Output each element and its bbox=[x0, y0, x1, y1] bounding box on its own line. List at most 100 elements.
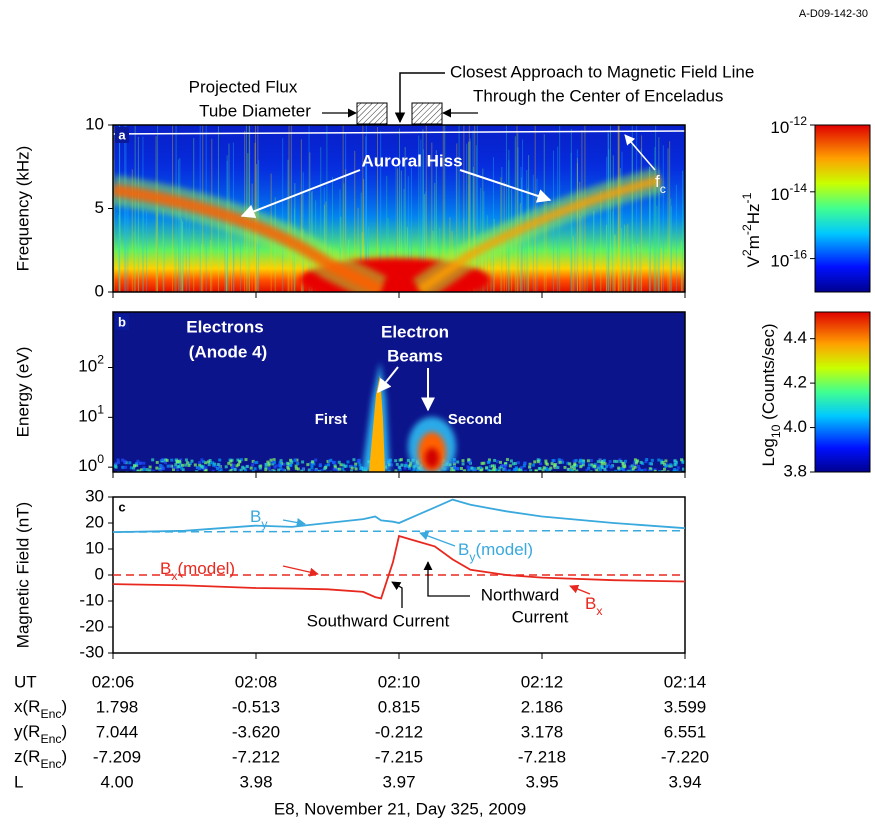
annotation: (Anode 4) bbox=[189, 342, 267, 361]
table-cell: 3.95 bbox=[525, 772, 558, 791]
panel-label-box bbox=[115, 127, 129, 143]
series-line bbox=[112, 530, 685, 533]
series-label: Bx bbox=[585, 594, 602, 618]
x-tick-label: 02:14 bbox=[664, 672, 707, 691]
table-cell: -7.218 bbox=[518, 747, 566, 766]
table-cell: -7.209 bbox=[93, 747, 141, 766]
panel-label: c bbox=[118, 499, 125, 514]
x-tick-label: 02:10 bbox=[378, 672, 421, 691]
table-cell: -7.220 bbox=[661, 747, 709, 766]
annotation-arrow bbox=[377, 366, 399, 394]
colorbar-tick-label: 4.2 bbox=[783, 373, 807, 392]
annotation: Closest Approach to Magnetic Field Line bbox=[450, 62, 754, 81]
colorbar-tick-label: 4.4 bbox=[783, 328, 807, 347]
panel-label: b bbox=[118, 314, 126, 329]
colorbar-tick-label: 10-12 bbox=[770, 114, 807, 137]
annotation: Second bbox=[448, 411, 502, 428]
series-label: By(model) bbox=[458, 540, 533, 564]
figure-id: A-D09-142-30 bbox=[799, 8, 868, 20]
annotation-arrow bbox=[282, 565, 319, 577]
annotation: First bbox=[315, 411, 348, 428]
row-label: x(REnc) bbox=[14, 697, 67, 721]
x-tick-label: 02:06 bbox=[92, 672, 135, 691]
annotation-arrow bbox=[423, 561, 470, 597]
colorbar-tick-label: 3.8 bbox=[783, 461, 807, 480]
colorbar bbox=[814, 124, 871, 293]
colorbar-tick-label: 10-16 bbox=[770, 248, 807, 271]
annotation: Electrons bbox=[186, 317, 263, 336]
annotation: Beams bbox=[387, 346, 443, 365]
annotation-arrow bbox=[240, 169, 361, 218]
y-tick-label: 100 bbox=[78, 452, 104, 475]
y-tick-label: 5 bbox=[95, 198, 104, 217]
annotation: Southward Current bbox=[307, 611, 450, 630]
annotation-arrow bbox=[391, 581, 403, 608]
table-cell: 0.815 bbox=[378, 697, 421, 716]
y-axis-label: Frequency (kHz) bbox=[13, 146, 32, 272]
annotation: Electron bbox=[381, 322, 449, 341]
x-tick-label: 02:08 bbox=[235, 672, 278, 691]
colorbar-label: V2m-2Hz-1 bbox=[740, 192, 763, 267]
colorbar-label: Log10 (Counts/sec) bbox=[759, 323, 783, 466]
y-tick-label: 101 bbox=[78, 403, 104, 426]
y-tick-label: 30 bbox=[85, 486, 104, 505]
flux-tube bbox=[411, 102, 443, 125]
annotation-arrow bbox=[624, 134, 656, 171]
table-cell: 4.00 bbox=[100, 772, 133, 791]
table-cell: 6.551 bbox=[664, 722, 707, 741]
table-cell: 3.97 bbox=[382, 772, 415, 791]
annotation-arrow bbox=[394, 72, 445, 124]
row-label: y(REnc) bbox=[14, 722, 67, 746]
annotation: fc bbox=[655, 172, 666, 196]
table-cell: -7.215 bbox=[375, 747, 423, 766]
annotation-arrow bbox=[459, 169, 552, 203]
annotation: Current bbox=[512, 607, 569, 626]
row-label: L bbox=[14, 772, 23, 791]
row-label: UT bbox=[14, 672, 37, 691]
panel-label: a bbox=[118, 127, 126, 142]
series-line bbox=[112, 498, 686, 533]
panel-label-box bbox=[115, 314, 129, 330]
y-tick-label: 10 bbox=[85, 538, 104, 557]
table-cell: -3.620 bbox=[232, 722, 280, 741]
colorbar-tick-label: 4.0 bbox=[783, 417, 807, 436]
annotation-arrow bbox=[282, 518, 306, 528]
y-axis-label: Energy (eV) bbox=[13, 347, 32, 438]
y-tick-label: 0 bbox=[95, 281, 104, 300]
y-tick-label: 0 bbox=[95, 564, 104, 583]
y-tick-label: 20 bbox=[85, 512, 104, 531]
table-cell: 3.94 bbox=[668, 772, 701, 791]
table-cell: 7.044 bbox=[96, 722, 139, 741]
table-cell: 3.599 bbox=[664, 697, 707, 716]
annotation: Northward bbox=[481, 585, 559, 604]
table-cell: -7.212 bbox=[232, 747, 280, 766]
y-tick-label: -30 bbox=[79, 642, 104, 661]
x-tick-label: 02:12 bbox=[521, 672, 564, 691]
table-cell: 1.798 bbox=[96, 697, 139, 716]
annotation: Auroral Hiss bbox=[361, 151, 462, 170]
annotation: Projected Flux bbox=[189, 77, 298, 96]
y-tick-label: 102 bbox=[78, 353, 104, 376]
panel-label-box bbox=[115, 499, 129, 515]
y-tick-label: 10 bbox=[85, 114, 104, 133]
annotation: Through the Center of Enceladus bbox=[473, 86, 723, 105]
y-tick-label: -10 bbox=[79, 590, 104, 609]
annotation-arrow bbox=[419, 531, 456, 547]
annotation-arrow bbox=[569, 584, 591, 595]
table-cell: 3.178 bbox=[521, 722, 564, 741]
caption: E8, November 21, Day 325, 2009 bbox=[274, 799, 526, 818]
series-label: Bx(model) bbox=[160, 559, 235, 583]
series-line bbox=[112, 534, 686, 600]
table-cell: -0.513 bbox=[232, 697, 280, 716]
flux-tube bbox=[356, 102, 388, 125]
series-label: By bbox=[250, 507, 268, 531]
y-axis-label: Magnetic Field (nT) bbox=[13, 502, 32, 648]
annotation: Tube Diameter bbox=[199, 101, 311, 120]
table-cell: 2.186 bbox=[521, 697, 564, 716]
y-tick-label: -20 bbox=[79, 616, 104, 635]
table-cell: 3.98 bbox=[239, 772, 272, 791]
colorbar bbox=[814, 311, 871, 473]
colorbar-tick-label: 10-14 bbox=[770, 181, 807, 204]
